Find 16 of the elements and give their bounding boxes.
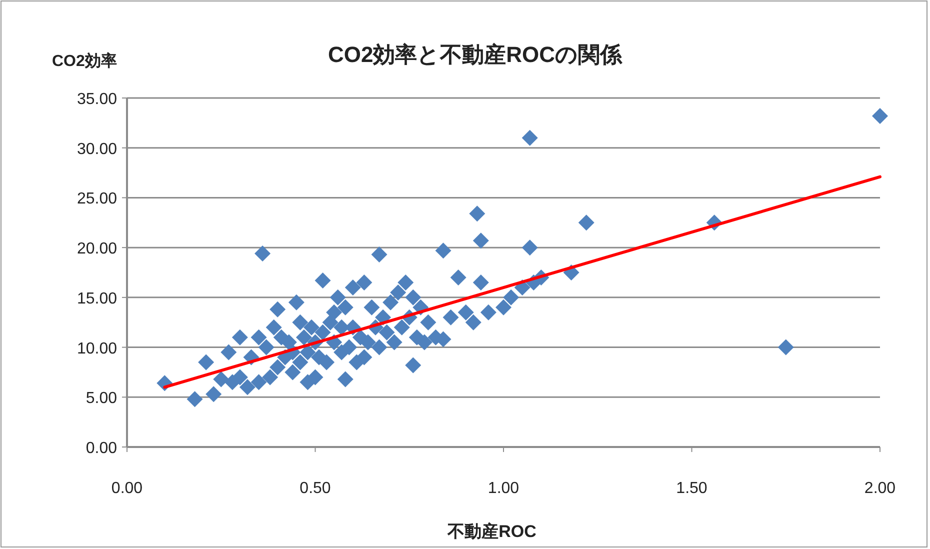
x-tick-label: 2.00 xyxy=(864,480,896,497)
y-tick-label: 10.00 xyxy=(76,340,118,358)
x-tick-label: 0.00 xyxy=(111,480,143,497)
x-tick-label: 0.50 xyxy=(300,480,331,497)
y-tick-label: 30.00 xyxy=(76,140,118,158)
x-tick-label: 1.00 xyxy=(488,480,520,497)
x-axis-title: 不動産ROC xyxy=(446,522,536,541)
chart-title: CO2効率と不動産ROCの関係 xyxy=(328,42,624,67)
y-tick-label: 35.00 xyxy=(76,91,118,108)
y-tick-label: 15.00 xyxy=(76,290,118,308)
y-tick-label: 5.00 xyxy=(86,390,118,408)
y-tick-label: 20.00 xyxy=(76,240,118,258)
y-tick-label: 0.00 xyxy=(86,440,118,457)
y-axis-title: CO2効率 xyxy=(52,51,117,70)
y-tick-label: 25.00 xyxy=(76,190,118,208)
x-tick-label: 1.50 xyxy=(676,480,708,497)
